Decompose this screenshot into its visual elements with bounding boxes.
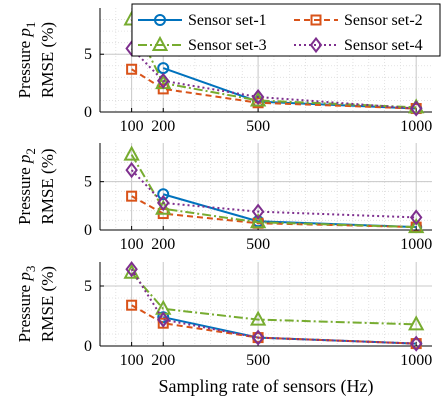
data-point-set-3 <box>155 199 172 215</box>
x-tick-label: 500 <box>246 352 270 369</box>
y-tick-label: 5 <box>84 174 92 191</box>
x-tick-label: 1000 <box>400 352 432 369</box>
legend-marker-3 <box>151 35 169 51</box>
series-line-2 <box>131 195 417 229</box>
subplot-p2: 100 200 500 1000 0 5 Pressure p2 RMSE (%) <box>15 143 432 253</box>
series-line-2 <box>131 68 417 110</box>
x-tick-label: 200 <box>151 236 175 253</box>
legend-marker-2 <box>310 14 322 26</box>
y-tick-label: 0 <box>84 104 92 121</box>
data-point-set-4 <box>251 203 265 220</box>
legend-label-1: Sensor set-1 <box>188 12 267 29</box>
legend-marker-4 <box>309 36 323 54</box>
data-point-set-2 <box>126 299 138 311</box>
data-point-set-4 <box>125 261 138 278</box>
y-tick-label: 5 <box>84 278 92 295</box>
legend-label-2: Sensor set-2 <box>344 12 423 29</box>
data-point-set-4 <box>409 209 423 226</box>
legend-marker-1 <box>154 14 166 26</box>
data-point-set-3 <box>123 145 140 161</box>
data-point-set-3 <box>408 218 425 234</box>
x-tick-label: 1000 <box>400 236 432 253</box>
legend-label-4: Sensor set-4 <box>344 37 423 54</box>
x-tick-label: 100 <box>120 118 144 135</box>
data-point-set-4 <box>156 72 170 89</box>
y-axis-label-metric: RMSE (%) <box>38 266 57 342</box>
y-axis-label-metric: RMSE (%) <box>38 22 57 98</box>
data-point-set-4 <box>251 329 265 346</box>
series-line-1 <box>162 67 417 110</box>
data-point-set-3 <box>249 310 267 326</box>
data-point-set-4 <box>156 311 170 328</box>
data-point-set-2 <box>126 63 138 75</box>
x-tick-label: 500 <box>246 118 270 135</box>
y-tick-label: 5 <box>84 46 92 63</box>
data-point-set-4 <box>251 88 265 106</box>
data-point-set-2 <box>126 190 138 202</box>
data-point-set-4 <box>125 161 138 179</box>
x-tick-label: 200 <box>151 118 175 135</box>
legend-label-3: Sensor set-3 <box>188 37 267 54</box>
x-tick-label: 200 <box>151 352 175 369</box>
legend: Sensor set-1 Sensor set-2 Sensor set-3 Sens… <box>131 3 441 57</box>
data-point-set-3 <box>408 315 425 331</box>
data-point-set-4 <box>409 100 423 117</box>
series-line-4 <box>130 47 417 110</box>
data-point-set-4 <box>156 194 170 212</box>
series-line-3 <box>130 272 417 326</box>
y-axis-label-metric: RMSE (%) <box>38 148 57 224</box>
y-axis-label-variable: Pressure p1 <box>15 22 38 99</box>
legend-box <box>131 3 441 57</box>
subplot-p3: 100 200 500 1000 0 5 Pressure p3 RMSE (%) <box>15 261 432 369</box>
x-tick-label: 1000 <box>400 118 432 135</box>
x-tick-label: 500 <box>246 236 270 253</box>
y-tick-label: 0 <box>84 222 92 239</box>
x-tick-label: 100 <box>120 236 144 253</box>
y-axis-label-variable: Pressure p3 <box>15 266 38 343</box>
series-line-4 <box>130 268 417 345</box>
data-point-set-3 <box>249 213 267 229</box>
x-axis-label: Sampling rate of sensors (Hz) <box>159 376 374 397</box>
data-point-set-4 <box>409 335 423 352</box>
data-point-set-1 <box>157 188 170 201</box>
y-axis-label-variable: Pressure p2 <box>15 148 38 225</box>
y-tick-label: 0 <box>84 338 92 355</box>
series-line-3 <box>130 154 417 229</box>
x-tick-label: 100 <box>120 352 144 369</box>
